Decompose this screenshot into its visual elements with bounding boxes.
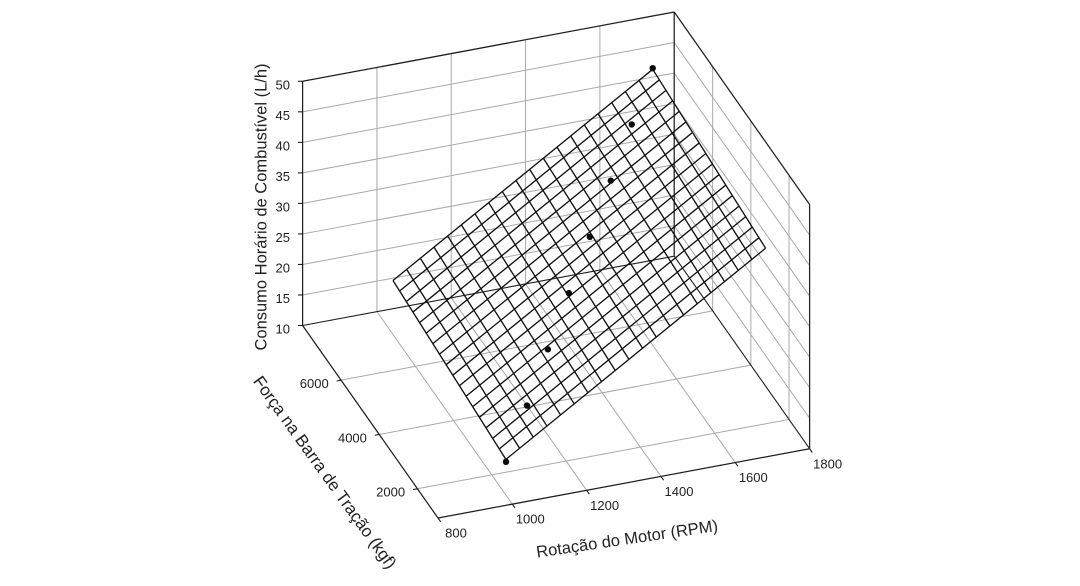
svg-text:1400: 1400 xyxy=(665,484,694,499)
svg-text:800: 800 xyxy=(445,526,467,541)
svg-text:Consumo Horário de Combustível: Consumo Horário de Combustível (L/h) xyxy=(252,63,270,350)
svg-text:45: 45 xyxy=(276,108,290,123)
svg-text:1000: 1000 xyxy=(516,512,545,527)
svg-text:50: 50 xyxy=(276,77,290,92)
svg-text:4000: 4000 xyxy=(338,430,367,445)
svg-text:1800: 1800 xyxy=(813,456,842,471)
svg-text:6000: 6000 xyxy=(300,376,329,391)
svg-text:1200: 1200 xyxy=(590,498,619,513)
svg-text:20: 20 xyxy=(276,261,290,276)
svg-text:2000: 2000 xyxy=(376,485,405,500)
svg-text:15: 15 xyxy=(276,291,290,306)
svg-text:35: 35 xyxy=(276,169,290,184)
svg-text:40: 40 xyxy=(276,139,290,154)
svg-text:10: 10 xyxy=(276,322,290,337)
svg-text:30: 30 xyxy=(276,200,290,215)
svg-text:25: 25 xyxy=(276,230,290,245)
svg-text:1600: 1600 xyxy=(739,470,768,485)
